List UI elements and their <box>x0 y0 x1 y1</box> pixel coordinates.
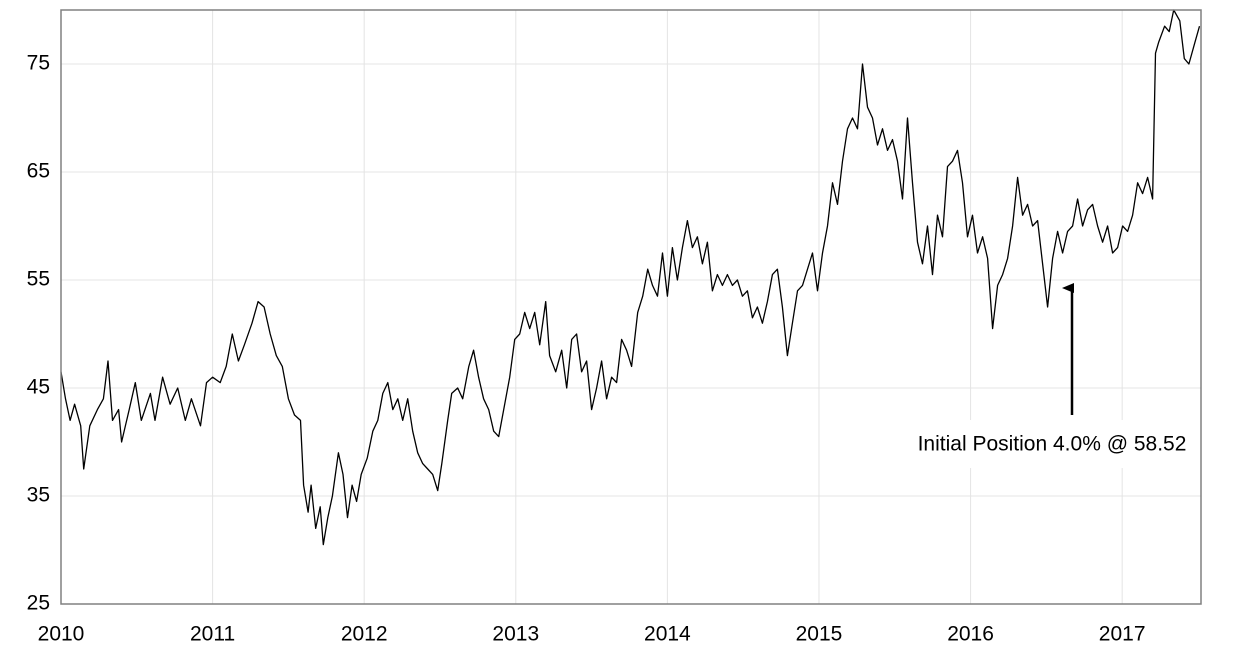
y-tick-label: 75 <box>27 52 50 75</box>
grid <box>60 10 1201 605</box>
plot <box>60 9 1201 546</box>
plot-frame <box>60 9 1202 605</box>
x-tick-label: 2013 <box>492 623 539 646</box>
x-tick-label: 2010 <box>38 623 85 646</box>
y-tick-label: 25 <box>27 592 50 615</box>
x-tick-label: 2011 <box>190 623 235 646</box>
annotation: Initial Position 4.0% @ 58.52 <box>918 433 1187 456</box>
x-tick-label: 2016 <box>947 623 994 646</box>
x-tick-label: 2017 <box>1099 623 1146 646</box>
price-line <box>60 9 1201 546</box>
y-tick-label: 35 <box>27 484 50 507</box>
annotation-box <box>902 420 1200 468</box>
x-tick-label: 2014 <box>644 623 691 646</box>
y-tick-label: 65 <box>27 160 50 183</box>
x-tick-label: 2015 <box>796 623 843 646</box>
x-tick-label: 2012 <box>341 623 388 646</box>
y-tick-label: 45 <box>27 376 50 399</box>
y-tick-label: 55 <box>27 268 50 291</box>
